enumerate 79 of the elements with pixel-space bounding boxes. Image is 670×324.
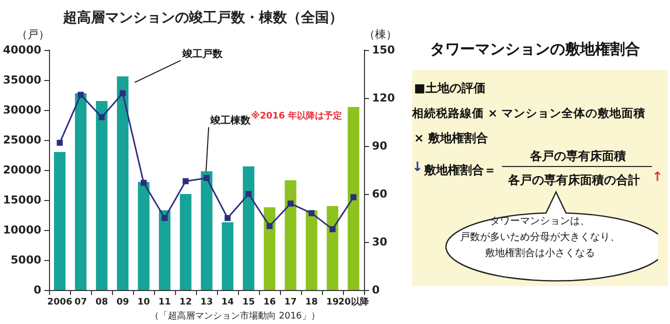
y2-tick-label: 60 <box>372 188 388 200</box>
annotation: ※2016 年以降は予定 <box>251 110 342 122</box>
text: 戸数が多いため分母が大きくなり、 <box>459 230 621 245</box>
point <box>140 180 147 186</box>
x-tick-label: 18 <box>305 298 318 308</box>
bar <box>54 152 66 290</box>
text: 敷地権割合は小さくなる <box>484 246 596 261</box>
bar <box>158 210 170 290</box>
text: × 敷地権割合 <box>414 130 488 147</box>
y-tick-label: 20000 <box>2 164 42 176</box>
point <box>288 200 294 207</box>
point <box>266 223 273 229</box>
y-tick-label: 10000 <box>2 224 42 236</box>
y-tick-label: 35000 <box>2 74 42 86</box>
y-axis-title: （戸） <box>16 28 50 41</box>
text: タワーマンションは、 <box>489 215 591 229</box>
text: （「超高層マンション市場動向 2016」） <box>150 310 320 322</box>
text: 竣工棟数 <box>210 114 252 127</box>
bar <box>180 194 192 290</box>
y-tick-label: 40000 <box>2 44 42 56</box>
text: 相続税路線価 × マンション全体の敷地面積 <box>412 106 646 121</box>
x-tick-label: 14 <box>221 298 234 308</box>
point <box>204 175 210 181</box>
text: 竣工戸数 <box>182 48 224 60</box>
bar <box>200 171 212 290</box>
bar <box>284 180 296 290</box>
x-tick-label: 15 <box>242 298 255 308</box>
text: ↓ <box>412 160 423 175</box>
y-tick-label: 15000 <box>2 194 42 206</box>
text: 敷地権割合＝ <box>424 162 496 179</box>
point <box>246 191 252 197</box>
bar <box>306 210 318 290</box>
point <box>56 140 63 146</box>
text: ↑ <box>652 170 663 185</box>
x-tick-label: 19 <box>326 298 339 308</box>
y2-tick-label: 90 <box>372 140 388 152</box>
y2-tick-label: 0 <box>372 284 380 296</box>
bar <box>222 222 234 290</box>
x-tick-label: 13 <box>200 298 213 308</box>
bar <box>116 76 128 290</box>
text: 各戸の専有床面積の合計 <box>508 172 640 189</box>
bar <box>242 166 254 290</box>
y2-tick-label: 120 <box>372 92 396 104</box>
text: ■土地の評価 <box>414 80 486 97</box>
x-tick-label: 09 <box>116 298 129 308</box>
y-tick-label: 5000 <box>10 254 42 266</box>
y2-axis-title: （棟） <box>364 28 397 41</box>
x-tick-label: 17 <box>284 298 297 308</box>
point <box>98 114 105 120</box>
point <box>224 215 231 221</box>
x-tick-label: 12 <box>179 298 192 308</box>
bar <box>96 101 108 290</box>
x-tick-label: 08 <box>95 298 108 308</box>
point <box>162 215 168 221</box>
bar <box>74 93 87 290</box>
bar <box>138 182 150 290</box>
point <box>182 178 189 184</box>
x-tick-label: 20以降 <box>338 296 370 308</box>
y2-tick-label: 150 <box>372 44 396 56</box>
point <box>120 90 126 96</box>
x-tick-label: 10 <box>137 298 150 308</box>
y2-tick-label: 30 <box>372 236 388 248</box>
point <box>78 92 84 98</box>
text: タワーマンションの敷地権割合 <box>430 40 640 59</box>
x-tick-label: 2006 <box>47 298 72 308</box>
x-tick-label: 11 <box>158 298 171 308</box>
chart-title: 超高層マンションの竣工戸数・棟数（全国） <box>62 9 343 26</box>
y-tick-label: 0 <box>34 284 42 296</box>
point <box>350 194 357 200</box>
bar <box>264 207 276 290</box>
point <box>308 210 315 216</box>
text: 各戸の専有床面積 <box>530 148 626 165</box>
y-tick-label: 30000 <box>2 104 42 116</box>
y-tick-label: 25000 <box>2 134 42 146</box>
bar <box>348 107 360 290</box>
bar <box>326 206 338 290</box>
x-tick-label: 07 <box>74 298 88 308</box>
x-tick-label: 16 <box>263 298 276 308</box>
point <box>330 226 336 232</box>
